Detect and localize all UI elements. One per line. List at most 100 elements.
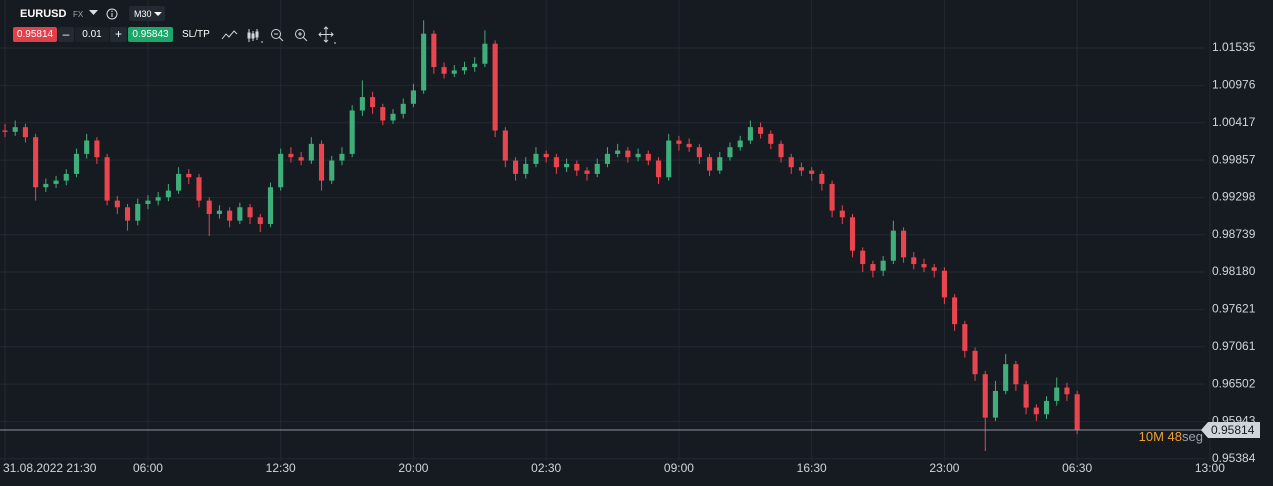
- candle-body: [1033, 407, 1039, 415]
- candle-body: [911, 257, 917, 265]
- candle-body: [84, 140, 90, 154]
- candle-body: [717, 157, 723, 171]
- candle-body: [584, 170, 590, 174]
- x-tick-label: 06:30: [1062, 461, 1092, 475]
- y-tick-label: 0.99857: [1212, 152, 1256, 166]
- candle-body: [1054, 387, 1060, 401]
- candle-body: [655, 160, 662, 178]
- candle-body: [124, 207, 131, 221]
- y-tick-label: 0.99298: [1212, 190, 1256, 204]
- timeframe-select[interactable]: M30: [129, 6, 165, 21]
- lot-size[interactable]: 0.01: [75, 27, 109, 42]
- candle-body: [1064, 387, 1070, 395]
- line-tool[interactable]: [221, 30, 238, 40]
- candle-body: [22, 127, 28, 138]
- candle-body: [380, 107, 386, 121]
- candle-body: [390, 113, 396, 121]
- candle-body: [43, 183, 49, 188]
- countdown: 10M 48seg: [1139, 429, 1203, 444]
- candle-body: [635, 153, 641, 158]
- candle-body: [931, 267, 937, 271]
- candle-body: [839, 210, 845, 218]
- timeframe-arrow: [154, 12, 162, 16]
- candle-body: [206, 200, 212, 214]
- candle-body: [472, 63, 478, 68]
- candle-body: [114, 200, 120, 208]
- y-tick-label: 0.95384: [1212, 451, 1256, 465]
- y-tick-label: 0.97061: [1212, 339, 1256, 353]
- lot-decrease[interactable]: –: [58, 27, 74, 42]
- candle-body: [247, 207, 253, 218]
- x-tick-label: 23:00: [929, 461, 959, 475]
- chart-tools: [221, 26, 336, 44]
- zoom-in[interactable]: [295, 29, 308, 42]
- candle-body: [155, 197, 161, 201]
- candle-body: [318, 143, 325, 181]
- info-icon[interactable]: [106, 8, 118, 20]
- x-tick-label: 16:30: [797, 461, 827, 475]
- move-tool[interactable]: [318, 26, 336, 44]
- candle-body: [1013, 364, 1019, 385]
- candle-body: [441, 67, 447, 74]
- candle-body: [543, 153, 549, 158]
- candle-body: [492, 43, 498, 131]
- y-tick-label: 0.98180: [1212, 264, 1256, 278]
- zoom-out[interactable]: [271, 29, 284, 42]
- symbol[interactable]: EURUSD: [20, 8, 67, 20]
- candle-body: [53, 180, 59, 184]
- candle-body: [901, 230, 907, 258]
- candle-body: [257, 217, 263, 224]
- candle-body: [339, 153, 345, 161]
- countdown-unit: seg: [1182, 429, 1203, 444]
- candle-body: [941, 270, 947, 298]
- sltp-button[interactable]: SL/TP: [182, 29, 210, 40]
- x-tick-label: 06:00: [133, 461, 163, 475]
- candle-body: [574, 163, 580, 171]
- candle-body: [666, 140, 672, 178]
- symbol-dropdown[interactable]: [89, 10, 98, 16]
- candle-body: [288, 153, 294, 158]
- candle-body: [196, 177, 202, 201]
- candle-body: [298, 157, 304, 161]
- candle-body: [1003, 364, 1009, 391]
- buy-button[interactable]: 0.95843: [128, 27, 173, 42]
- candle-body: [1023, 384, 1029, 408]
- x-tick-label: 09:00: [664, 461, 694, 475]
- candle-body: [921, 264, 927, 268]
- candle-body: [1043, 400, 1050, 415]
- candle-tool[interactable]: [247, 29, 263, 43]
- candle-body: [758, 127, 764, 134]
- candle-body: [461, 67, 468, 71]
- market: FX: [73, 10, 84, 19]
- candle-body: [870, 264, 876, 271]
- candle-body: [94, 140, 100, 158]
- candle-body: [798, 167, 805, 171]
- candle-body: [849, 217, 856, 251]
- candle-body: [727, 147, 733, 158]
- candle-body: [216, 210, 222, 214]
- lot-increase[interactable]: +: [110, 27, 127, 42]
- candle-body: [819, 173, 825, 184]
- candle-body: [523, 163, 529, 174]
- candle-body: [73, 153, 80, 174]
- timeframe: M30: [134, 9, 152, 19]
- candle-body: [615, 150, 621, 154]
- y-tick-label: 0.96502: [1212, 376, 1256, 390]
- candle-body: [625, 150, 631, 158]
- countdown-value: 10M 48: [1139, 429, 1182, 444]
- candle-body: [645, 153, 651, 161]
- candle-body: [104, 157, 110, 201]
- candle-body: [972, 350, 978, 375]
- sell-button[interactable]: 0.95814: [13, 27, 57, 42]
- candle-body: [267, 187, 274, 224]
- y-tick-label: 1.00417: [1212, 115, 1256, 129]
- candle-body: [400, 103, 406, 114]
- last-price-tag: [1201, 422, 1260, 439]
- candle-body: [952, 297, 958, 325]
- candle-body: [410, 90, 416, 104]
- candle-body: [308, 143, 314, 161]
- candle-body: [227, 210, 233, 221]
- y-tick-label: 0.98739: [1212, 227, 1256, 241]
